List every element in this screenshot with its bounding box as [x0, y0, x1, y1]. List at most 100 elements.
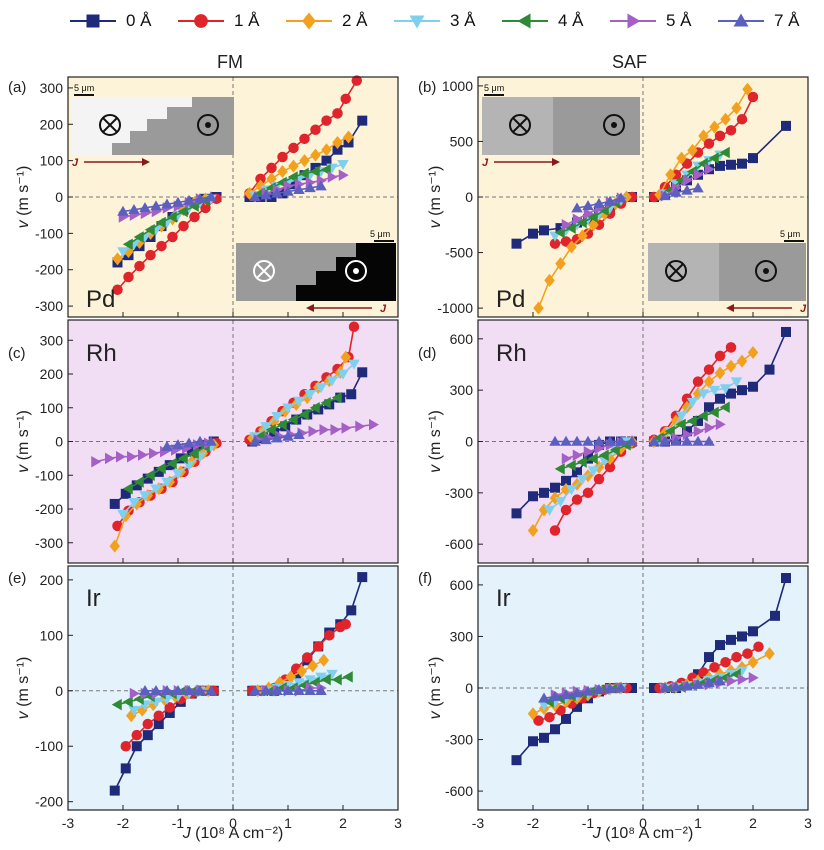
data-point [615, 192, 627, 203]
x-tick-label: 2 [339, 815, 347, 831]
data-point [145, 249, 156, 261]
data-point [571, 202, 583, 213]
x-axis-label: J (10⁸ A cm⁻²) [592, 825, 694, 842]
series-7A [161, 429, 305, 451]
data-point [593, 683, 605, 694]
data-point [131, 729, 142, 741]
data-point [355, 420, 366, 433]
data-point [665, 168, 676, 182]
data-point [731, 101, 742, 115]
material-label: Ir [496, 585, 511, 612]
data-point [266, 192, 277, 202]
data-point [282, 185, 294, 196]
data-point [304, 182, 316, 193]
data-point [249, 435, 261, 446]
data-point [327, 171, 338, 183]
data-point [340, 618, 351, 630]
legend-marker [627, 13, 641, 29]
series-4A [554, 401, 730, 475]
data-point [659, 190, 671, 201]
data-point [730, 377, 743, 388]
data-point [693, 169, 704, 181]
data-point [161, 440, 173, 451]
data-point [194, 435, 206, 446]
data-point [747, 655, 759, 669]
data-point [604, 461, 616, 473]
data-point [255, 192, 266, 202]
x-tick-label: 0 [229, 815, 237, 831]
data-point [205, 191, 217, 202]
into-page-icon [509, 114, 531, 136]
data-point [748, 153, 758, 164]
data-point [156, 240, 167, 252]
data-point [109, 785, 120, 796]
x-axis-label: J (10⁸ A cm⁻²) [182, 825, 284, 842]
data-point [296, 664, 307, 678]
data-point [736, 354, 748, 368]
data-point [149, 447, 159, 460]
data-point [326, 669, 338, 680]
legend-marker [733, 13, 749, 27]
y-tick-label: -1000 [437, 300, 473, 316]
data-point [265, 423, 276, 436]
data-point [127, 450, 137, 463]
out-of-page-icon [345, 260, 367, 282]
data-point [150, 484, 162, 495]
y-tick-label: 600 [450, 577, 474, 593]
panel-b: 5 μm J 5 μm J -1000 -500 0 500 1000 (b) Pd v (m s⁻¹… [418, 76, 809, 318]
data-point [675, 411, 688, 422]
data-point [183, 685, 195, 696]
x-tick-label: 1 [284, 815, 292, 831]
data-point [561, 219, 572, 231]
data-point [138, 449, 148, 461]
data-point [260, 434, 272, 445]
panel-f: -600 -300 0 300 600 -3 -2 -1 0 1 2 3 (f) Ir v (m s⁻¹) J… [418, 565, 812, 842]
x-tick-label: 2 [749, 815, 757, 831]
y-tick-label: 300 [450, 382, 474, 398]
data-point [747, 91, 759, 103]
legend-label: 3 Å [450, 11, 476, 30]
x-tick-label: 3 [804, 815, 812, 831]
data-point [593, 435, 605, 446]
data-point [326, 376, 338, 387]
data-point [338, 169, 349, 181]
data-point [748, 671, 759, 684]
data-point [753, 641, 764, 653]
scale-bar-label: 5 μm [484, 83, 504, 93]
data-point [682, 428, 693, 441]
data-point [571, 687, 583, 698]
data-point [539, 487, 549, 498]
data-point [164, 707, 175, 718]
data-point [737, 631, 747, 642]
data-point [550, 482, 560, 493]
column-title-saf: SAF [612, 52, 648, 72]
data-point [131, 480, 142, 491]
data-point [709, 662, 720, 673]
data-point [781, 573, 791, 584]
data-point [582, 487, 594, 499]
data-point [697, 410, 708, 422]
data-point [139, 685, 151, 696]
panel-c: -300 -200 -100 0 100 200 300 (c) Rh v (m s⁻¹) [8, 319, 399, 564]
micrograph-inset: 5 μm J [648, 229, 807, 315]
data-point [648, 435, 660, 446]
into-page-icon [99, 114, 121, 136]
y-tick-label: -200 [35, 501, 63, 517]
data-point [587, 211, 598, 223]
data-point [528, 736, 538, 747]
data-point [249, 685, 261, 696]
data-point [571, 435, 583, 446]
data-point [726, 675, 737, 687]
data-point [271, 411, 283, 422]
current-arrow: J [72, 157, 150, 169]
out-of-page-icon [755, 260, 777, 282]
data-point [715, 160, 725, 171]
y-tick-label: 0 [55, 683, 63, 699]
series-line [249, 136, 349, 195]
data-point [142, 718, 153, 730]
data-point [770, 610, 780, 621]
panel-label: (c) [8, 345, 26, 362]
data-point [577, 229, 588, 243]
data-point [332, 144, 343, 155]
